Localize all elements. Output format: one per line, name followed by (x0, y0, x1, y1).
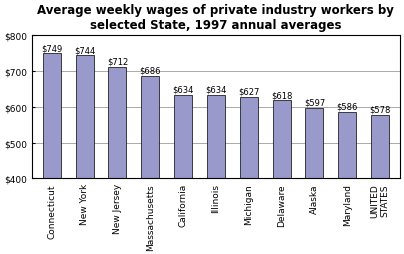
Text: $634: $634 (205, 85, 227, 94)
Text: $749: $749 (41, 44, 62, 53)
Title: Average weekly wages of private industry workers by
selected State, 1997 annual : Average weekly wages of private industry… (38, 4, 394, 32)
Bar (141, 77, 159, 179)
Text: $578: $578 (369, 105, 391, 114)
Bar (371, 115, 389, 179)
Text: $586: $586 (337, 102, 358, 111)
Text: $597: $597 (304, 98, 325, 107)
Bar (240, 98, 258, 179)
Bar (305, 108, 324, 179)
Bar (174, 95, 192, 179)
Text: $634: $634 (173, 85, 194, 94)
Text: $686: $686 (139, 67, 161, 75)
Bar (207, 95, 225, 179)
Text: $744: $744 (74, 46, 95, 55)
Bar (76, 56, 94, 179)
Bar (108, 67, 126, 179)
Text: $627: $627 (238, 88, 259, 97)
Text: $712: $712 (107, 57, 128, 66)
Bar (338, 112, 356, 179)
Text: $618: $618 (271, 91, 292, 100)
Bar (273, 101, 290, 179)
Bar (43, 54, 61, 179)
